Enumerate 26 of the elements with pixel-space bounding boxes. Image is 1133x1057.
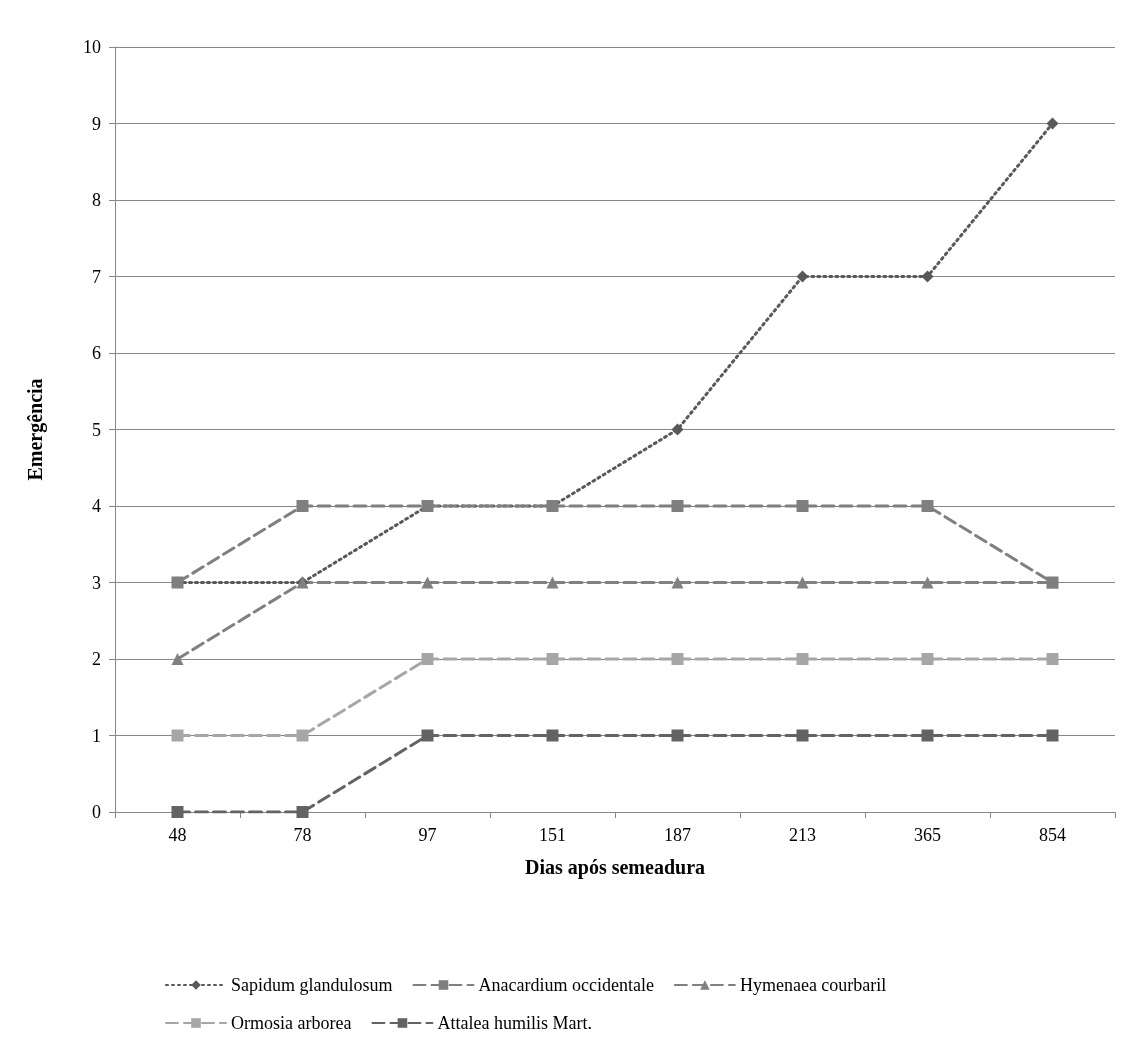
- y-tick-label: 4: [92, 496, 101, 516]
- y-tick-label: 7: [92, 266, 101, 287]
- y-tick-label: 6: [92, 343, 101, 363]
- y-tick-label: 3: [92, 572, 101, 593]
- y-tick-label: 10: [83, 37, 101, 57]
- legend-label: Hymenaea courbaril: [739, 975, 887, 995]
- y-axis-title: Emergência: [24, 378, 47, 481]
- x-tick-label: 187: [664, 825, 691, 845]
- x-tick-label: 48: [168, 825, 187, 845]
- legend-label: Anacardium occidentale: [478, 975, 654, 995]
- legend-label: Ormosia arborea: [231, 1013, 352, 1033]
- x-axis-title: Dias após semeadura: [524, 856, 706, 879]
- x-tick-label: 151: [539, 825, 566, 845]
- x-tick-label: 97: [418, 825, 437, 845]
- y-tick-label: 5: [92, 419, 101, 440]
- y-tick-label: 2: [92, 649, 101, 669]
- y-tick-label: 8: [92, 190, 101, 210]
- legend-label: Attalea humilis Mart.: [437, 1013, 592, 1033]
- x-tick-label: 78: [293, 825, 312, 845]
- x-tick-label: 365: [914, 825, 941, 845]
- y-tick-label: 9: [92, 113, 101, 134]
- legend-label: Sapidum glandulosum: [231, 975, 393, 995]
- x-tick-label: 854: [1039, 825, 1066, 845]
- y-tick-label: 1: [92, 725, 101, 746]
- y-tick-label: 0: [92, 802, 101, 822]
- x-tick-label: 213: [789, 825, 816, 845]
